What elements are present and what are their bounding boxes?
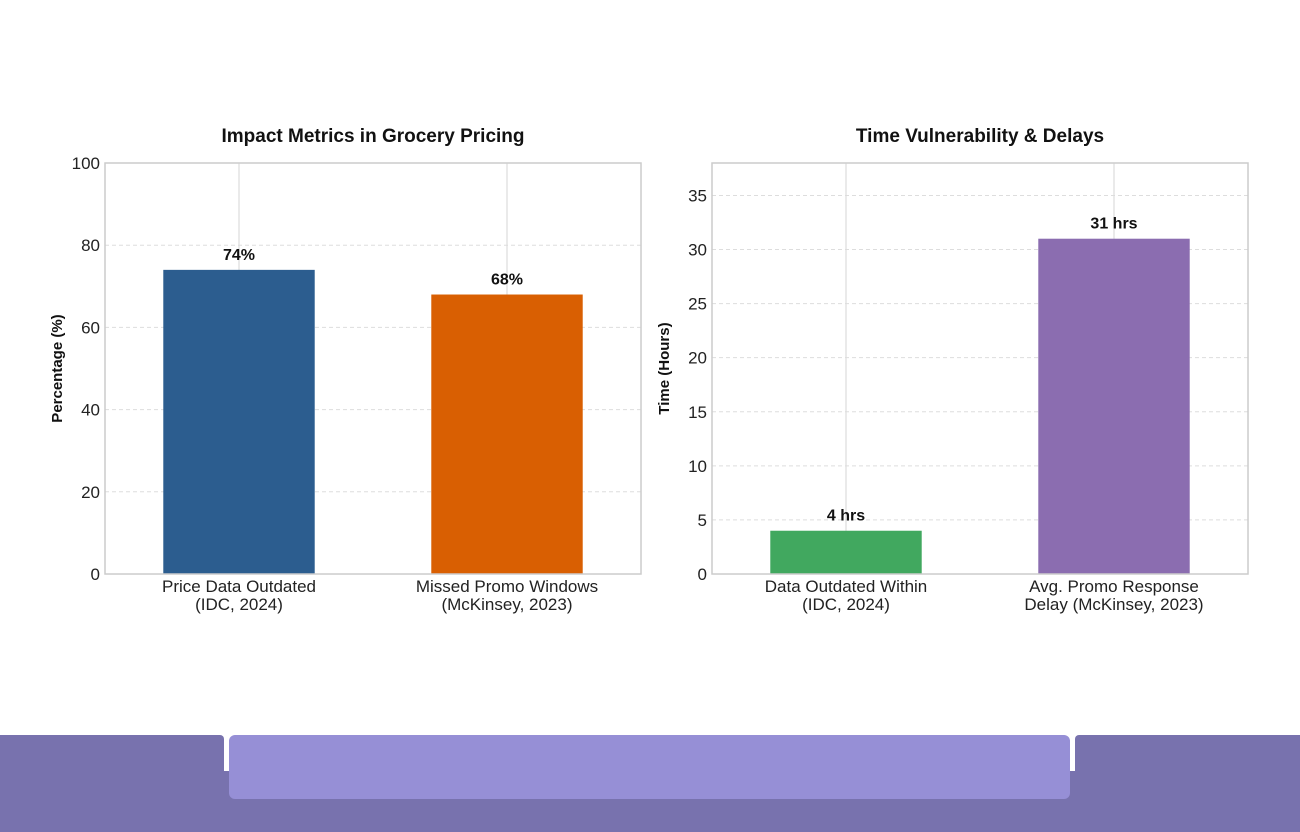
y-tick-label: 0: [91, 565, 100, 584]
y-tick-label: 5: [698, 511, 707, 530]
y-tick-label: 80: [81, 236, 100, 255]
bar: [770, 530, 922, 574]
footer-tab-right: [1075, 735, 1300, 775]
y-axis-label: Time (Hours): [656, 322, 673, 414]
plot-frame: [711, 162, 1249, 575]
x-tick-label: Avg. Promo Response Delay (McKinsey, 2023…: [1024, 577, 1203, 614]
bar: [431, 294, 583, 574]
y-tick-label: 20: [81, 483, 100, 502]
footer-panel: [229, 735, 1070, 799]
y-tick-label: 0: [698, 565, 707, 584]
data-label: 74%: [223, 247, 255, 264]
y-tick-label: 60: [81, 318, 100, 337]
y-tick-label: 15: [688, 403, 707, 422]
x-tick-label: Missed Promo Windows (McKinsey, 2023): [416, 577, 598, 614]
y-tick-label: 20: [688, 349, 707, 368]
y-tick-label: 10: [688, 457, 707, 476]
x-tick-label: Price Data Outdated (IDC, 2024): [162, 577, 316, 614]
footer-tab-left: [0, 735, 224, 775]
chart-panel-2: 4 hrs 31 hrs 0 5 10 15 20 25 30 35 Data Outdated W…: [656, 126, 1249, 614]
data-label: 68%: [491, 272, 523, 289]
y-tick-label: 30: [688, 241, 707, 260]
y-tick-label: 40: [81, 401, 100, 420]
y-tick-label: 25: [688, 295, 707, 314]
x-tick-label: Data Outdated Within (IDC, 2024): [765, 577, 928, 614]
y-tick-label: 35: [688, 186, 707, 205]
y-axis-label: Percentage (%): [49, 314, 66, 422]
y-tick-label: 100: [72, 154, 100, 173]
chart-title: Time Vulnerability & Delays: [856, 126, 1104, 147]
bar: [1038, 238, 1190, 575]
chart-panel-1: 74% 68% 0 20 40 60 80 100 Price Data Outdated (ID…: [49, 126, 642, 614]
data-label: 31 hrs: [1090, 216, 1137, 233]
plot-frame: [104, 162, 642, 575]
data-label: 4 hrs: [827, 508, 865, 525]
chart-title: Impact Metrics in Grocery Pricing: [221, 126, 524, 147]
bar: [163, 269, 315, 574]
